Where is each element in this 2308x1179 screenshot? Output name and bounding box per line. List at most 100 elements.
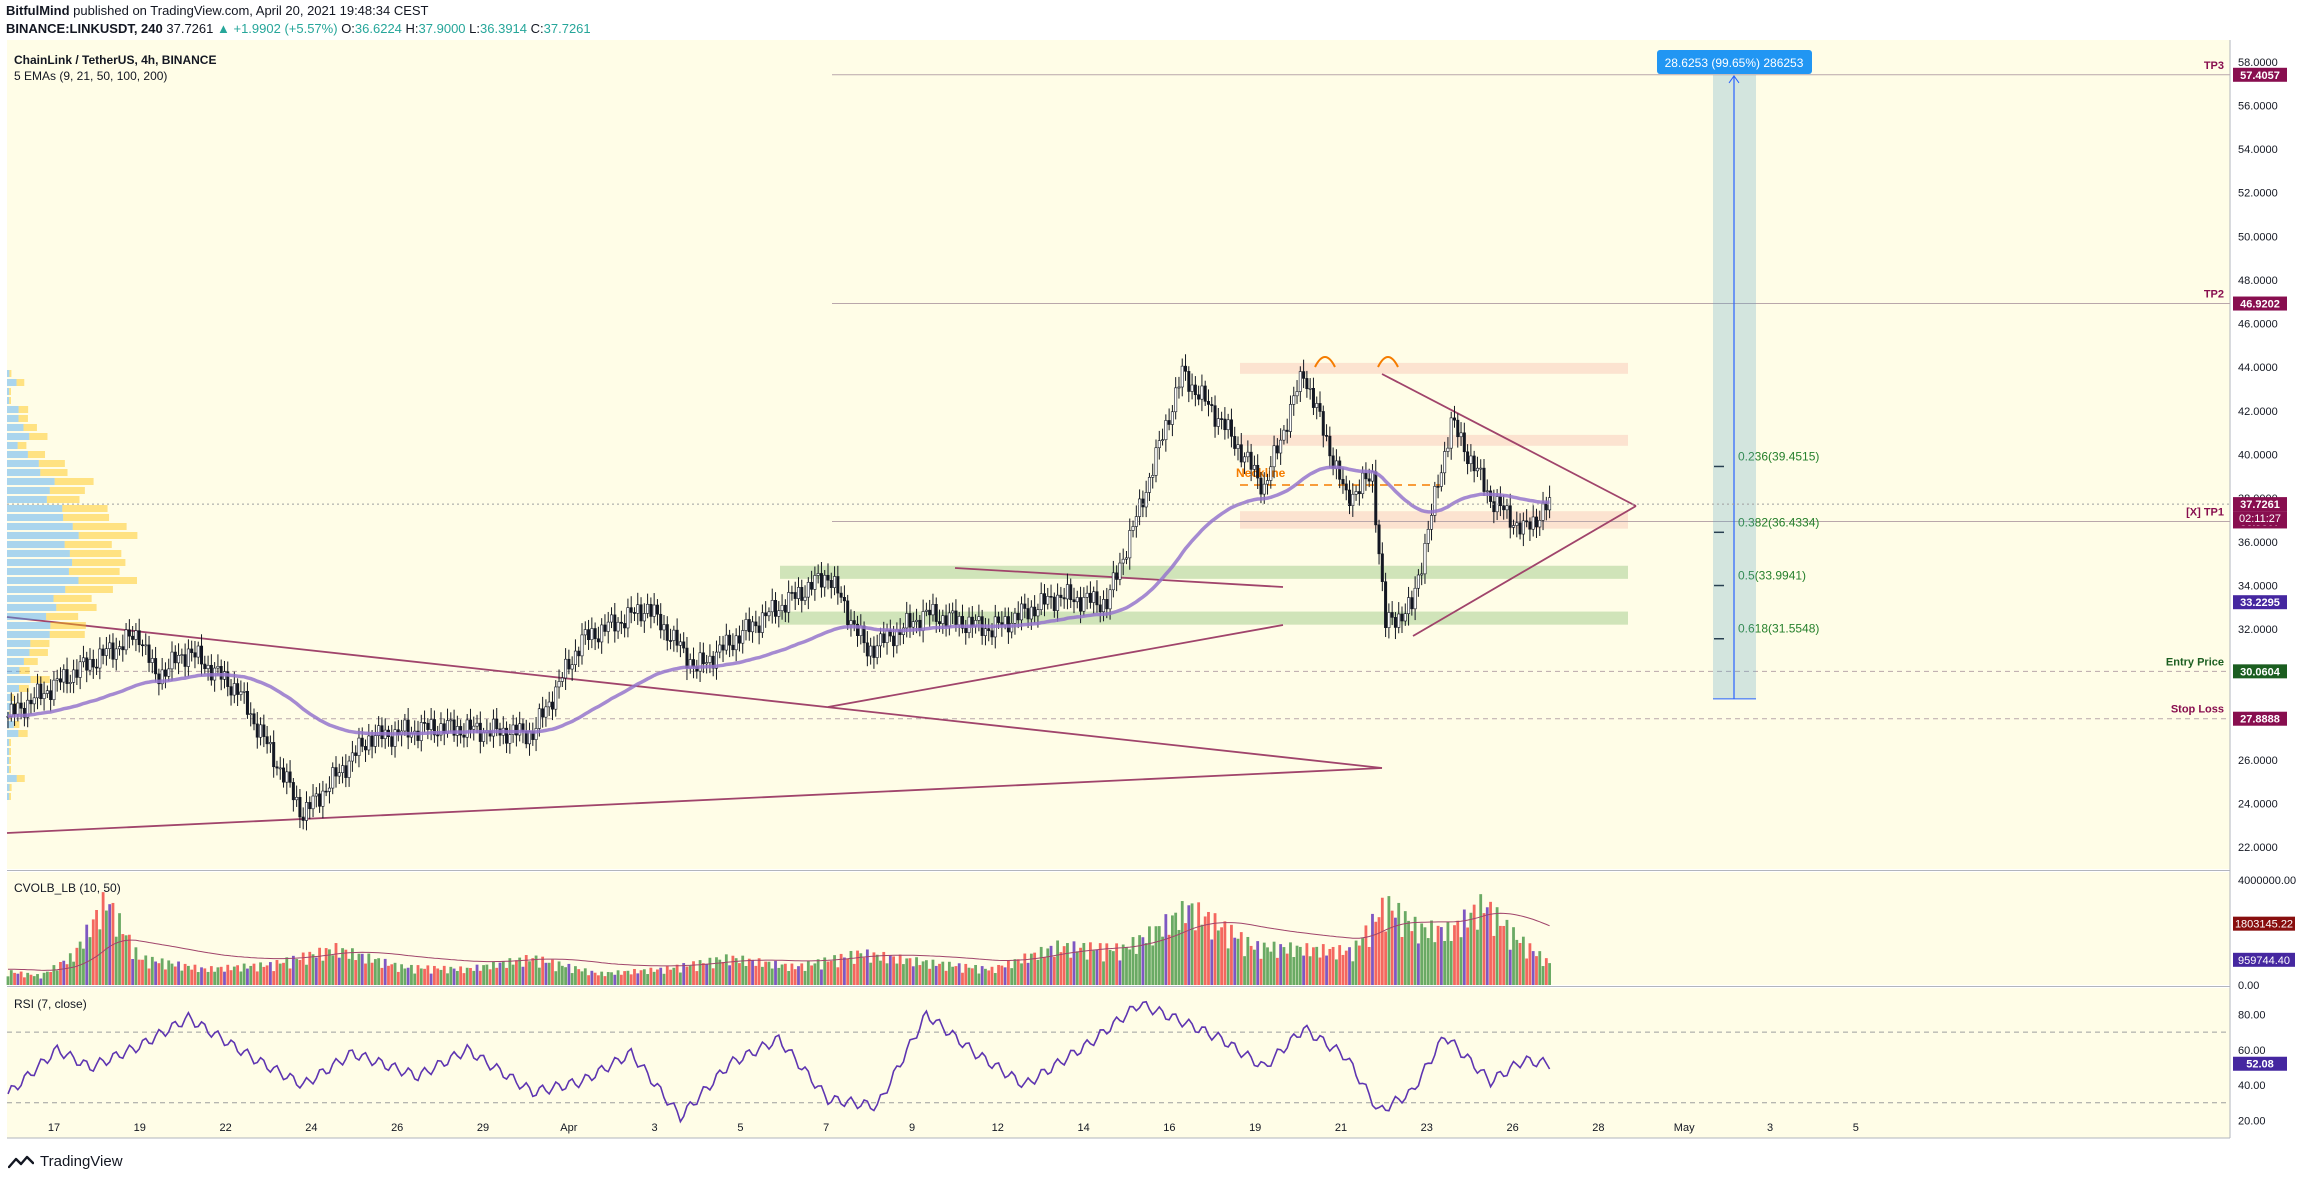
candle-body (550, 701, 554, 710)
candle-body (1134, 516, 1138, 527)
candle-body (170, 651, 174, 670)
volume-bar (98, 929, 102, 985)
volume-profile-bar (62, 505, 108, 512)
candle-body (1272, 445, 1276, 468)
volume-bar (977, 973, 981, 985)
volume-bar (455, 970, 459, 985)
volume-bar (262, 966, 266, 985)
volume-bar (764, 961, 768, 985)
volume-bar (429, 973, 433, 985)
candle-body (646, 603, 650, 614)
candle-body (803, 596, 807, 601)
volume-bar (485, 964, 489, 985)
volume-bar (154, 961, 157, 985)
volume-bar (1180, 901, 1184, 985)
last-price-badge (2233, 497, 2287, 512)
volume-bar (554, 971, 558, 985)
candle-body (596, 638, 600, 643)
candle-body (724, 634, 728, 651)
candle-body (1121, 558, 1125, 564)
volume-bar (921, 961, 925, 985)
candle-body (1292, 395, 1296, 405)
volume-bar (1446, 921, 1450, 985)
volume-profile-bar (7, 604, 57, 611)
candle-body (419, 722, 423, 741)
volume-profile-bar (9, 757, 11, 764)
candle-body (1354, 491, 1358, 495)
volume-bar (1118, 960, 1122, 985)
volume-bar (570, 973, 574, 985)
volume-bar (613, 974, 617, 985)
volume-bar (400, 964, 403, 985)
zone (780, 565, 1628, 579)
volume-profile-bar (7, 721, 14, 728)
volume-bar (537, 967, 541, 985)
volume-bar (761, 966, 764, 985)
candle-body (367, 735, 371, 751)
candle-body (878, 633, 882, 647)
chart-canvas[interactable]: 0.236(39.4515) 0.382(36.4334) 0.5(33.9941)… (0, 40, 2308, 1140)
time-tick-label: 5 (1853, 1122, 1859, 1134)
candle-body (85, 657, 89, 671)
volume-profile-bar (7, 442, 18, 449)
volume-profile-bar (7, 631, 50, 638)
candle-body (19, 702, 23, 709)
volume-bar (478, 970, 482, 985)
candle-body (1098, 604, 1102, 613)
candle-body (931, 604, 935, 616)
volume-profile-bar (7, 784, 10, 791)
volume-bar (1357, 945, 1361, 985)
author-name: BitfulMind (6, 3, 70, 18)
volume-profile-bar (7, 739, 10, 746)
candle-body (1151, 475, 1155, 478)
volume-bar (1390, 910, 1394, 985)
candle-body (186, 648, 190, 667)
volume-bar (170, 963, 174, 985)
candle-body (1534, 516, 1538, 528)
candle-body (1023, 603, 1027, 609)
volume-bar (606, 972, 610, 985)
volume-bar (36, 974, 39, 985)
candle-body (1502, 505, 1506, 511)
volume-bar (1177, 929, 1181, 985)
volume-bar (1121, 944, 1125, 985)
volume-profile-bar (30, 640, 50, 647)
candle-body (1170, 411, 1174, 425)
candle-body (163, 669, 167, 677)
candle-body (449, 719, 453, 722)
candle-body (1341, 479, 1345, 485)
volume-bar (1335, 959, 1338, 985)
volume-bar (1200, 924, 1204, 985)
time-tick-label: 19 (134, 1122, 146, 1134)
volume-bar (492, 961, 495, 985)
candle-body (1351, 493, 1355, 506)
volume-bar (1380, 897, 1384, 985)
volume-bar (1384, 931, 1387, 985)
candle-body (350, 752, 354, 762)
candle-body (613, 614, 617, 632)
candle-body (642, 613, 646, 622)
candle-body (295, 796, 299, 801)
volume-bar (616, 970, 620, 985)
time-tick-label: 16 (1163, 1122, 1175, 1134)
candle-body (1108, 589, 1112, 610)
candle-body (1318, 403, 1322, 412)
volume-profile-bar (7, 478, 55, 485)
candle-body (977, 616, 981, 621)
volume-bar (800, 963, 804, 985)
volume-bar (91, 919, 95, 985)
volume-bar (1167, 934, 1171, 985)
candle-body (1029, 606, 1033, 620)
price-tick-label: 48.0000 (2238, 275, 2278, 287)
volume-bar (1111, 951, 1115, 985)
candle-body (1305, 378, 1309, 389)
candle-body (1489, 490, 1493, 502)
candle-body (344, 765, 348, 778)
price-tick-label: 26.0000 (2238, 755, 2278, 767)
candle-body (72, 669, 76, 683)
candle-body (321, 790, 325, 807)
volume-bar (767, 961, 771, 985)
volume-profile-bar (72, 523, 127, 530)
candle-body (915, 619, 919, 622)
volume-bar (423, 968, 426, 985)
